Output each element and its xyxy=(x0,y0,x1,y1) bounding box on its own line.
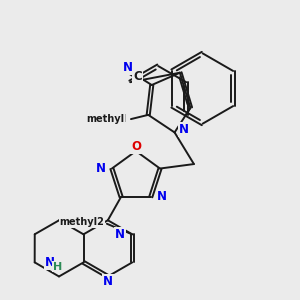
Text: O: O xyxy=(131,140,141,153)
Text: methyl2: methyl2 xyxy=(59,217,104,227)
Text: N: N xyxy=(44,256,55,269)
Text: N: N xyxy=(179,123,189,136)
Text: N: N xyxy=(96,162,106,175)
Text: N: N xyxy=(115,228,125,241)
Text: methyl: methyl xyxy=(86,114,124,124)
Text: N: N xyxy=(157,190,167,203)
Text: H: H xyxy=(53,262,62,272)
Text: N: N xyxy=(103,275,113,288)
Text: methyl: methyl xyxy=(88,114,127,124)
Text: C: C xyxy=(133,70,142,83)
Text: N: N xyxy=(123,61,133,74)
